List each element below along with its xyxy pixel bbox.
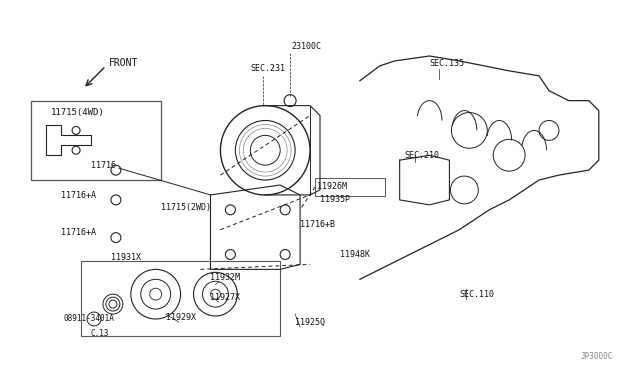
Text: SEC.110: SEC.110 bbox=[460, 290, 494, 299]
Bar bbox=[315, 178, 385, 196]
Text: 11931X: 11931X bbox=[111, 253, 141, 262]
Text: 11716+A: 11716+A bbox=[61, 228, 96, 237]
Text: 11927X: 11927X bbox=[211, 293, 241, 302]
Text: SEC.135: SEC.135 bbox=[429, 60, 465, 68]
Text: 11929X: 11929X bbox=[166, 312, 196, 321]
Text: 11716+B: 11716+B bbox=[300, 220, 335, 229]
Text: 11715(2WD): 11715(2WD) bbox=[161, 203, 211, 212]
Text: SEC.231: SEC.231 bbox=[250, 64, 285, 73]
Text: 11925Q: 11925Q bbox=[295, 317, 325, 327]
Text: 11935P: 11935P bbox=[320, 195, 350, 204]
Text: FRONT: FRONT bbox=[109, 58, 138, 68]
Bar bbox=[81, 262, 280, 336]
Text: 11716: 11716 bbox=[91, 161, 116, 170]
Text: SEC.210: SEC.210 bbox=[404, 151, 440, 160]
Text: 11715(4WD): 11715(4WD) bbox=[51, 108, 105, 117]
Text: C.13: C.13 bbox=[91, 329, 109, 339]
Text: 11716+A: 11716+A bbox=[61, 192, 96, 201]
Text: 23100C: 23100C bbox=[291, 42, 321, 51]
Text: 08911-3401A: 08911-3401A bbox=[63, 314, 114, 324]
Text: 11932M: 11932M bbox=[211, 273, 241, 282]
Text: JP3000C: JP3000C bbox=[581, 352, 613, 361]
Text: 11926M: 11926M bbox=[317, 183, 347, 192]
Text: 11948K: 11948K bbox=[340, 250, 370, 259]
Bar bbox=[31, 101, 161, 180]
